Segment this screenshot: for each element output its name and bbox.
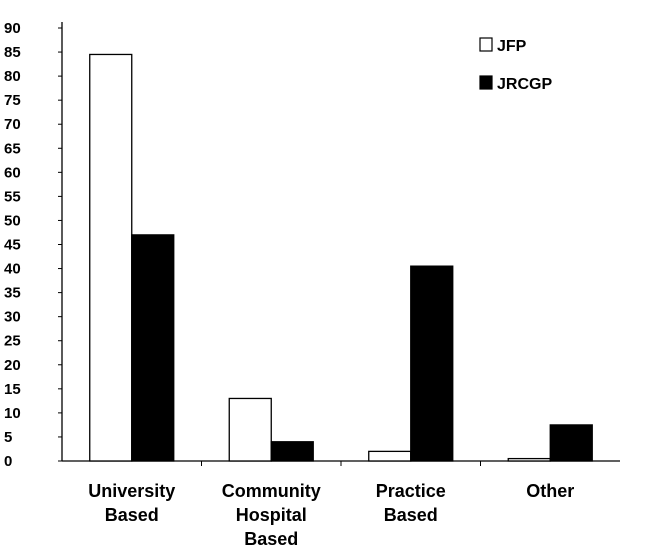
bars bbox=[89, 53, 593, 462]
y-tick-label: 15 bbox=[4, 381, 21, 398]
y-tick-label: 0 bbox=[4, 453, 12, 470]
bar-jrcgp-0 bbox=[131, 234, 175, 462]
x-category-label: Hospital bbox=[236, 505, 307, 525]
y-axis: 0 5 10 15 20 25 30 35 40 45 50 55 60 65 70 75 80 85 90 bbox=[4, 20, 63, 470]
legend-label-jfp: JFP bbox=[497, 38, 527, 55]
x-category-label: Based bbox=[244, 529, 298, 549]
bar-jfp-0 bbox=[89, 53, 133, 462]
y-tick-label: 80 bbox=[4, 68, 21, 85]
x-category-label: Based bbox=[384, 505, 438, 525]
y-tick-label: 65 bbox=[4, 140, 21, 157]
y-tick-label: 40 bbox=[4, 261, 21, 278]
bar-jfp-2 bbox=[368, 450, 412, 462]
bar-jfp-1 bbox=[228, 397, 272, 462]
legend-swatch-jfp bbox=[479, 37, 493, 52]
legend-label-jrcgp: JRCGP bbox=[497, 76, 552, 93]
x-category-label: Other bbox=[526, 481, 574, 501]
y-tick-label: 90 bbox=[4, 20, 21, 37]
y-tick-label: 10 bbox=[4, 405, 21, 422]
legend: JFP JRCGP bbox=[479, 37, 552, 93]
y-tick-label: 55 bbox=[4, 188, 21, 205]
y-tick-label: 25 bbox=[4, 333, 21, 350]
y-tick-label: 20 bbox=[4, 357, 21, 374]
bar-jrcgp-1 bbox=[270, 441, 314, 462]
legend-swatch-jrcgp bbox=[479, 75, 493, 90]
y-tick-label: 85 bbox=[4, 44, 21, 61]
y-tick-label: 75 bbox=[4, 92, 21, 109]
y-tick-label: 70 bbox=[4, 116, 21, 133]
y-tick-label: 35 bbox=[4, 285, 21, 302]
bar-jrcgp-3 bbox=[549, 424, 593, 462]
x-category-label: University bbox=[88, 481, 175, 501]
x-category-label: Based bbox=[105, 505, 159, 525]
y-tick-label: 50 bbox=[4, 212, 21, 229]
x-category-label: Community bbox=[222, 481, 321, 501]
bar-jrcgp-2 bbox=[410, 265, 454, 462]
y-tick-label: 45 bbox=[4, 237, 21, 254]
x-category-label: Practice bbox=[376, 481, 446, 501]
x-axis: University Based Community Hospital Based Pra… bbox=[62, 460, 620, 549]
y-tick-label: 30 bbox=[4, 309, 21, 326]
y-tick-label: 60 bbox=[4, 164, 21, 181]
bar-jfp-3 bbox=[507, 457, 551, 462]
y-tick-label: 5 bbox=[4, 429, 12, 446]
